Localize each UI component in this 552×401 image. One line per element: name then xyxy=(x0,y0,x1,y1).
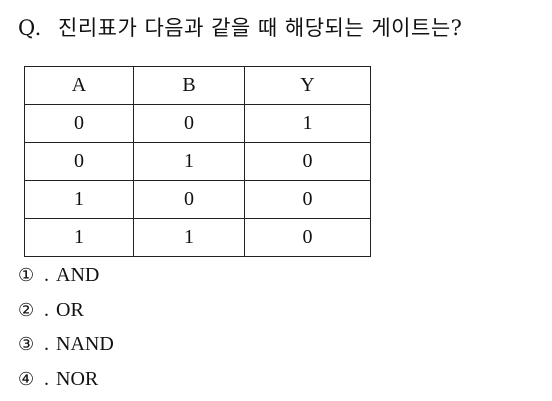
cell-a: 0 xyxy=(24,104,134,143)
answer-options: ①. AND ②. OR ③. NAND ④. NOR xyxy=(18,260,114,398)
table-row: 1 1 0 xyxy=(24,218,371,257)
option-text: NOR xyxy=(56,367,99,390)
cell-y: 0 xyxy=(244,218,371,257)
option-3[interactable]: ③. NAND xyxy=(18,329,114,364)
cell-a: 1 xyxy=(24,218,134,257)
cell-y: 0 xyxy=(244,142,371,181)
truth-table: A B Y 0 0 1 0 1 0 1 0 0 1 1 0 xyxy=(24,66,371,257)
question: Q. 진리표가 다음과 같을 때 해당되는 게이트는? xyxy=(18,14,462,42)
option-number: ① xyxy=(18,265,35,286)
option-number: ② xyxy=(18,299,35,321)
cell-a: 0 xyxy=(24,142,134,181)
question-label: Q. xyxy=(18,16,42,40)
header-y: Y xyxy=(244,66,371,105)
option-text: AND xyxy=(56,264,100,286)
table-row: 1 0 0 xyxy=(24,180,371,219)
cell-b: 1 xyxy=(133,142,245,181)
option-separator: . xyxy=(44,298,49,321)
header-b: B xyxy=(133,66,245,105)
option-separator: . xyxy=(44,333,49,355)
cell-b: 0 xyxy=(133,104,245,143)
option-separator: . xyxy=(44,264,49,286)
cell-y: 1 xyxy=(244,104,371,143)
option-text: OR xyxy=(56,298,84,321)
cell-b: 1 xyxy=(133,218,245,257)
option-separator: . xyxy=(44,367,49,390)
option-1[interactable]: ①. AND xyxy=(18,260,114,295)
option-number: ③ xyxy=(18,334,35,355)
question-text: 진리표가 다음과 같을 때 해당되는 게이트는? xyxy=(58,16,463,40)
cell-b: 0 xyxy=(133,180,245,219)
option-number: ④ xyxy=(18,368,35,390)
header-a: A xyxy=(24,66,134,105)
table-row: 0 0 1 xyxy=(24,104,371,143)
cell-y: 0 xyxy=(244,180,371,219)
option-2[interactable]: ②. OR xyxy=(18,295,114,330)
truth-table-header-row: A B Y xyxy=(24,66,371,105)
option-4[interactable]: ④. NOR xyxy=(18,364,114,399)
table-row: 0 1 0 xyxy=(24,142,371,181)
option-text: NAND xyxy=(56,333,114,355)
cell-a: 1 xyxy=(24,180,134,219)
